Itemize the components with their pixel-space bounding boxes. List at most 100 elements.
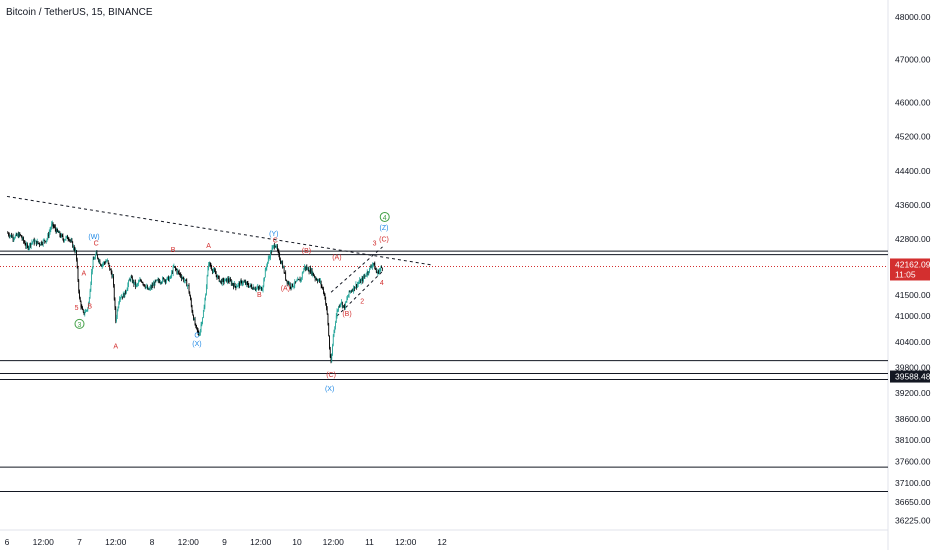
candle-body	[79, 291, 80, 298]
candle-body	[300, 278, 302, 282]
candle-body	[191, 305, 193, 312]
candle-body	[314, 276, 316, 279]
y-tick-label: 43600.00	[895, 200, 931, 210]
candle-body	[375, 269, 377, 273]
candle-body	[295, 281, 296, 283]
candle-body	[201, 322, 203, 325]
candle-body	[112, 276, 114, 278]
candle-body	[163, 278, 165, 282]
candle-body	[325, 299, 327, 304]
candle-body	[190, 299, 192, 306]
candle-body	[316, 278, 317, 281]
candle-body	[64, 240, 65, 242]
candle-body	[57, 228, 58, 232]
chart-title: Bitcoin / TetherUS, 15, BINANCE	[6, 7, 153, 18]
candle-body	[271, 247, 273, 252]
candle-body	[104, 262, 106, 264]
candle-body	[148, 288, 150, 290]
candle-body	[353, 286, 354, 291]
candle-body	[150, 286, 152, 288]
candle-body	[242, 283, 243, 285]
candle-body	[172, 266, 174, 274]
candle-body	[91, 271, 92, 283]
candle-body	[35, 240, 37, 242]
candle-body	[281, 262, 283, 264]
candle-body	[75, 250, 77, 252]
candle-body	[221, 280, 222, 284]
candle-body	[233, 284, 234, 287]
candle-body	[54, 226, 55, 228]
candle-body	[224, 281, 225, 283]
candle-body	[161, 281, 163, 283]
candle-body	[36, 241, 38, 245]
candle-body	[380, 267, 382, 270]
candle-body	[155, 280, 157, 282]
candle-body	[109, 264, 111, 270]
candle-body	[38, 243, 40, 244]
candle-body	[151, 285, 153, 288]
candle-body	[273, 245, 275, 248]
candle-body	[124, 291, 126, 298]
candle-body	[46, 239, 48, 241]
candle-body	[235, 286, 237, 288]
candle-body	[162, 278, 163, 282]
candle-body	[110, 269, 111, 271]
candle-body	[146, 286, 148, 288]
x-tick-label: 12	[437, 537, 447, 547]
candle-body	[307, 268, 308, 270]
candle-body	[141, 280, 142, 282]
y-tick-label: 36650.00	[895, 497, 931, 507]
candle-body	[365, 275, 367, 277]
candle-body	[218, 276, 220, 282]
candle-body	[179, 273, 181, 275]
y-tick-label: 37600.00	[895, 457, 931, 467]
candle-body	[283, 267, 284, 269]
candle-body	[370, 266, 372, 268]
candle-body	[220, 280, 222, 282]
candle-body	[330, 356, 332, 362]
wave-label: C	[194, 333, 199, 340]
candle-body	[102, 263, 104, 265]
y-tick-label: 36225.00	[895, 515, 931, 525]
candle-body	[366, 271, 368, 276]
last-price-badge	[890, 258, 930, 281]
candle-body	[206, 276, 208, 287]
candle-body	[123, 293, 125, 298]
candle-body	[100, 263, 101, 266]
y-tick-label: 47000.00	[895, 55, 931, 65]
candle-body	[160, 282, 162, 284]
candle-body	[91, 266, 93, 272]
candle-body	[189, 292, 191, 297]
candle-body	[106, 260, 108, 262]
candle-body	[73, 245, 74, 248]
candle-body	[95, 252, 97, 256]
candle-body	[381, 267, 382, 268]
candle-body	[381, 267, 383, 269]
candle-body	[294, 281, 296, 286]
candle-body	[30, 243, 31, 247]
candle-body	[301, 277, 302, 279]
candle-body	[314, 275, 315, 277]
candle-body	[222, 279, 224, 281]
candle-body	[357, 284, 358, 287]
candle-body	[50, 228, 52, 231]
candle-body	[56, 228, 58, 233]
candle-body	[211, 267, 213, 270]
candle-body	[137, 283, 139, 285]
candle-body	[346, 298, 348, 302]
candle-body	[58, 231, 60, 233]
candle-body	[243, 281, 245, 283]
candle-body	[315, 278, 317, 280]
candle-body	[190, 296, 191, 300]
candle-body	[193, 319, 195, 320]
candle-body	[24, 241, 25, 243]
candle-body	[121, 296, 123, 298]
candle-body	[377, 270, 379, 274]
candle-body	[374, 263, 376, 270]
candle-body	[89, 290, 91, 299]
candle-body	[348, 295, 349, 298]
candle-body	[215, 273, 217, 276]
candle-body	[43, 239, 45, 241]
